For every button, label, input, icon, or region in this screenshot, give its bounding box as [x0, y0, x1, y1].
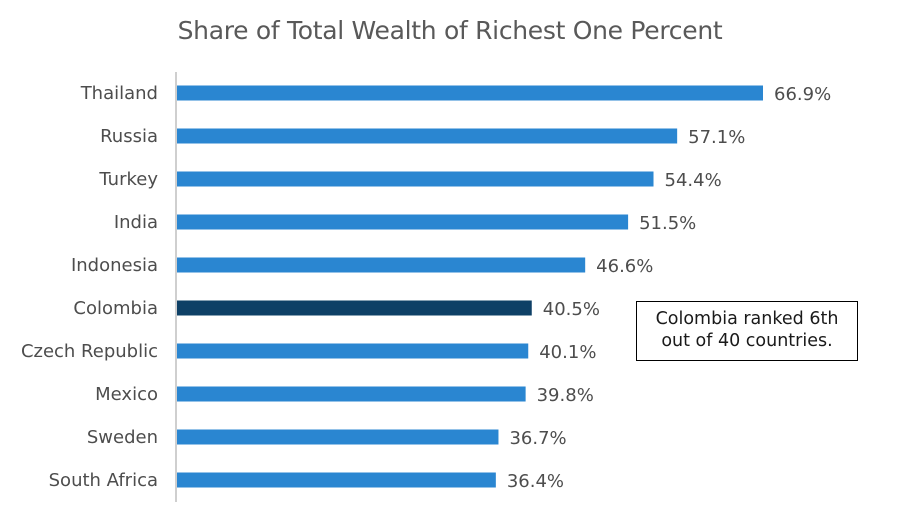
bar-mexico: [177, 386, 526, 402]
bar-thailand: [177, 85, 763, 101]
category-label-czech-republic: Czech Republic: [21, 341, 158, 362]
category-label-colombia: Colombia: [73, 298, 158, 319]
value-label-sweden: 36.7%: [509, 428, 566, 449]
category-label-mexico: Mexico: [95, 384, 158, 405]
value-label-czech-republic: 40.1%: [539, 342, 596, 363]
bar-russia: [177, 128, 678, 144]
category-label-thailand: Thailand: [80, 83, 158, 104]
value-label-south-africa: 36.4%: [507, 471, 564, 492]
chart-title: Share of Total Wealth of Richest One Per…: [177, 16, 723, 45]
value-label-thailand: 66.9%: [774, 84, 831, 105]
category-label-turkey: Turkey: [98, 169, 158, 190]
bar-sweden: [177, 429, 499, 445]
category-label-indonesia: Indonesia: [71, 255, 158, 276]
value-label-mexico: 39.8%: [537, 385, 594, 406]
bar-south-africa: [177, 472, 496, 488]
value-label-india: 51.5%: [639, 213, 696, 234]
value-label-russia: 57.1%: [688, 127, 745, 148]
bar-turkey: [177, 171, 654, 187]
category-label-india: India: [114, 212, 158, 233]
bar-czech-republic: [177, 343, 529, 359]
category-label-south-africa: South Africa: [49, 470, 158, 491]
value-label-turkey: 54.4%: [665, 170, 722, 191]
category-label-sweden: Sweden: [87, 427, 158, 448]
bar-indonesia: [177, 257, 586, 273]
bar-colombia: [177, 300, 532, 316]
value-label-indonesia: 46.6%: [596, 256, 653, 277]
bars-layer: Thailand 66.9% Russia 57.1% Turkey 54.4% India…: [21, 83, 831, 492]
value-label-colombia: 40.5%: [543, 299, 600, 320]
bar-india: [177, 214, 629, 230]
category-label-russia: Russia: [100, 126, 158, 147]
annotation-callout: Colombia ranked 6th out of 40 countries.: [636, 301, 858, 361]
